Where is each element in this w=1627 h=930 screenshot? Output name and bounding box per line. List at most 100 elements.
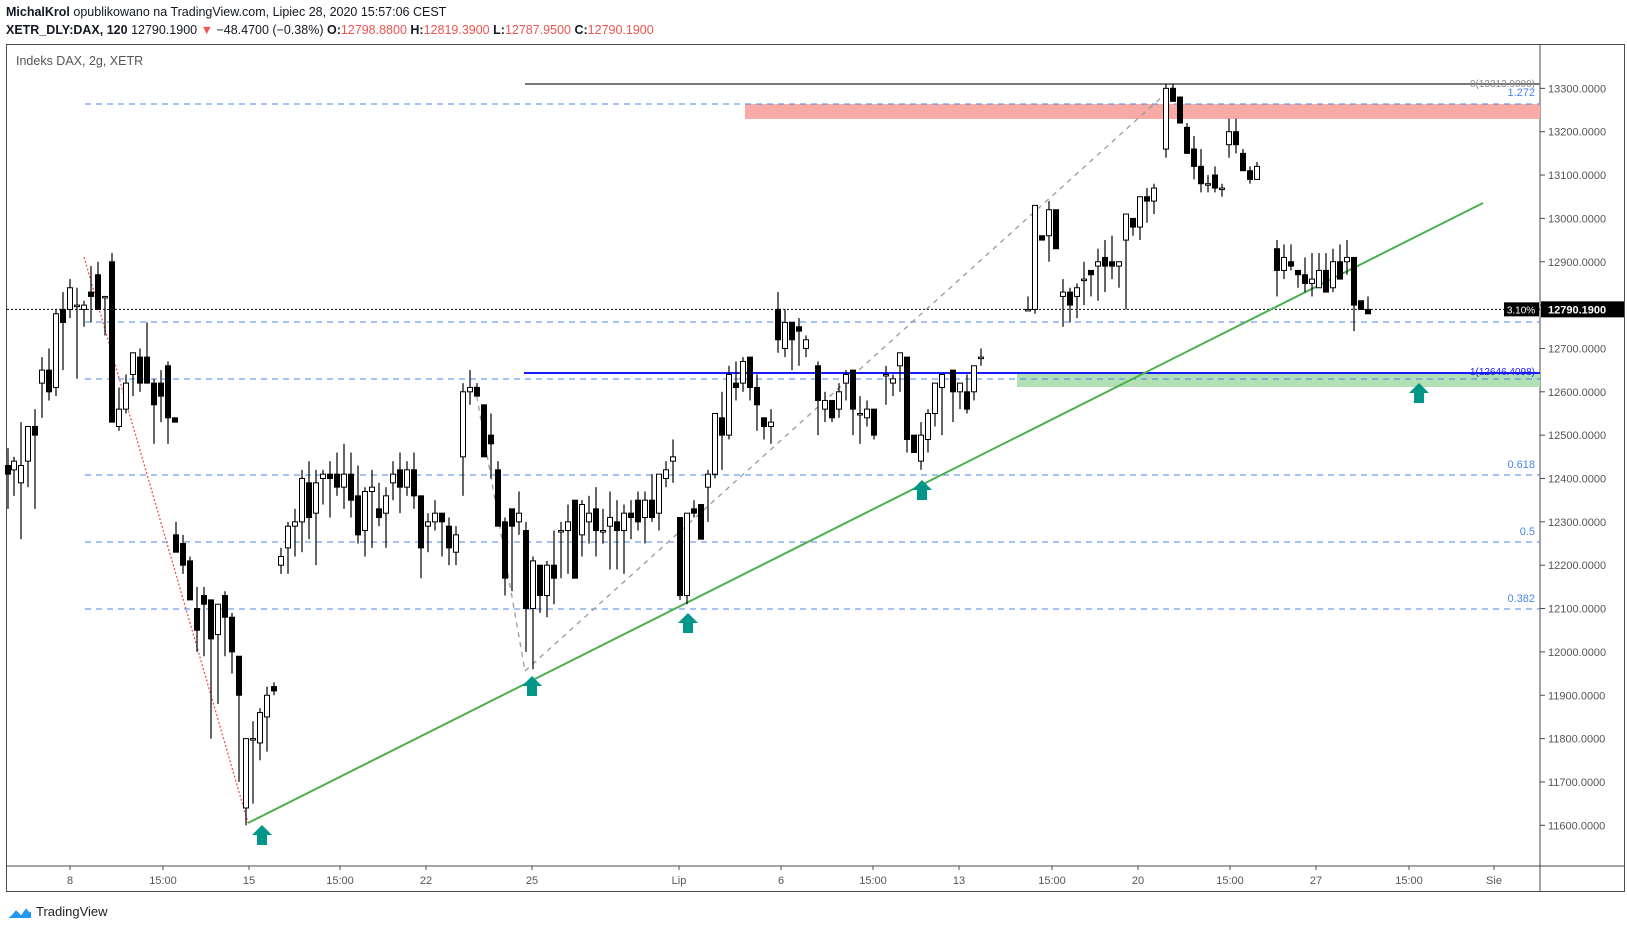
y-tick-label: 12300.0000 <box>1548 517 1606 529</box>
candle-down <box>1039 235 1045 241</box>
candle-down <box>1088 269 1094 276</box>
candle-down <box>173 534 179 553</box>
candle-down <box>439 512 445 523</box>
candle-up <box>782 321 788 349</box>
candle-down <box>1212 174 1218 189</box>
candle-up <box>215 603 221 636</box>
candle-down <box>1240 152 1246 172</box>
candle-down <box>201 595 207 605</box>
candle-down <box>481 404 487 458</box>
support-zone <box>1017 373 1540 387</box>
y-tick-label: 13200.0000 <box>1548 127 1606 139</box>
fib-leg-a <box>474 385 526 672</box>
candle-up <box>1281 256 1287 271</box>
candle-down <box>180 543 186 566</box>
candle-down <box>1191 148 1197 167</box>
x-tick-label: 15:00 <box>1216 875 1244 887</box>
candle-down <box>502 521 508 579</box>
candle-up <box>1025 308 1031 312</box>
candle-up <box>843 373 849 384</box>
chart-legend: Indeks DAX, 2g, XETR <box>16 54 144 68</box>
x-tick-label: 15:00 <box>1038 875 1066 887</box>
fib-ratio-label: 0.5 <box>1520 526 1535 538</box>
pct-change-label: 3.10% <box>1507 305 1535 316</box>
candle-down <box>95 274 101 310</box>
high-label: H: <box>410 23 424 37</box>
candle-up <box>1032 204 1038 310</box>
x-tick-label: 13 <box>953 875 965 887</box>
candle-up <box>621 512 627 532</box>
y-tick-label: 12600.0000 <box>1548 387 1606 399</box>
candle-up <box>39 369 45 384</box>
x-tick-label: 15:00 <box>149 875 177 887</box>
candle-down <box>871 408 877 436</box>
candle-up <box>383 495 389 514</box>
candle-up <box>123 382 129 410</box>
candle-down <box>829 399 835 419</box>
candle-up <box>1226 131 1232 146</box>
candle-up <box>18 464 24 484</box>
candle-up <box>285 525 291 549</box>
last-price: 12790.1900 <box>131 23 198 37</box>
candle-up <box>932 382 938 414</box>
candle-down <box>509 508 515 527</box>
candle-up <box>341 473 347 488</box>
y-tick-label: 12900.0000 <box>1548 257 1606 269</box>
candle-down <box>537 564 543 597</box>
candle-down <box>474 386 480 397</box>
down-triangle-icon: ▼ <box>200 23 213 37</box>
x-tick-label: Lip <box>672 875 687 887</box>
candle-up <box>25 425 31 462</box>
candle-down <box>208 599 214 640</box>
candle-up <box>257 712 263 744</box>
candle-up <box>1219 187 1225 191</box>
candle-up <box>670 456 676 462</box>
y-tick-label: 13300.0000 <box>1548 83 1606 95</box>
publication-info: MichalKrol opublikowano na TradingView.c… <box>6 5 446 19</box>
y-tick-label: 11600.0000 <box>1548 820 1605 832</box>
candle-up <box>11 460 17 471</box>
candle-up <box>740 360 746 384</box>
candle-down <box>5 464 11 475</box>
candle-down <box>950 369 956 393</box>
fib-anchor-label: 1(12646.4098) <box>1470 367 1535 378</box>
candle-up <box>102 295 108 299</box>
candle-up <box>883 373 889 377</box>
candle-up <box>116 408 122 427</box>
fib-anchor-label: 0(13313.9000) <box>1470 79 1535 90</box>
tradingview-footer[interactable]: TradingView <box>8 903 108 919</box>
candle-up <box>453 534 459 553</box>
candle-up <box>1330 261 1336 289</box>
candle-up <box>663 469 669 479</box>
candle-up <box>939 373 945 388</box>
candle-down <box>691 508 697 514</box>
candle-up <box>460 391 466 458</box>
up-arrow-icon <box>912 480 932 500</box>
candle-down <box>60 308 66 323</box>
candle-up <box>925 412 931 440</box>
candle-down <box>222 595 228 618</box>
y-tick-label: 12000.0000 <box>1548 647 1606 659</box>
x-tick-label: 20 <box>1132 875 1144 887</box>
candle-down <box>229 616 235 653</box>
candle-down <box>593 508 599 532</box>
symbol-label: XETR_DLY:DAX, 120 <box>6 23 128 37</box>
candle-up <box>425 521 431 527</box>
low-value: 12787.9500 <box>504 23 571 37</box>
candle-down <box>137 356 143 384</box>
candle-down <box>523 530 529 610</box>
candle-up <box>1163 87 1169 150</box>
x-tick-label: 6 <box>778 875 784 887</box>
candle-down <box>411 469 417 497</box>
up-arrow-icon <box>522 676 542 696</box>
candle-up <box>544 564 550 597</box>
candle-up <box>299 478 305 523</box>
author-name[interactable]: MichalKrol <box>6 5 70 19</box>
x-tick-label: 27 <box>1310 875 1322 887</box>
candle-down <box>418 495 424 549</box>
uptrend-line <box>247 202 1484 824</box>
candle-down <box>1053 209 1059 250</box>
candle-down <box>172 417 178 423</box>
candle-up <box>243 738 249 809</box>
